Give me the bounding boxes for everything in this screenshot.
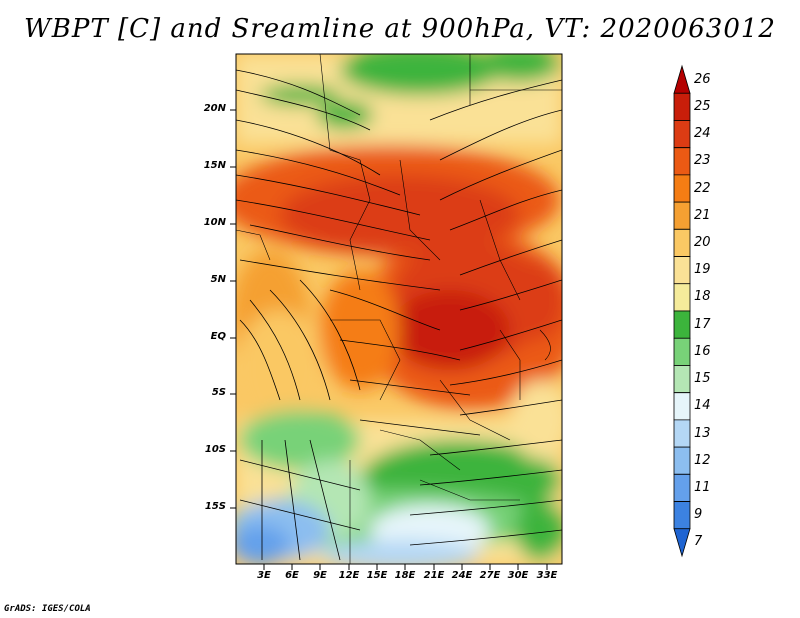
colorbar-label: 21 bbox=[694, 207, 711, 223]
colorbar-swatch bbox=[673, 337, 691, 366]
lon-label-12e: 12E bbox=[338, 570, 360, 581]
lon-label-33e: 33E bbox=[536, 570, 558, 581]
colorbar-swatch bbox=[673, 446, 691, 475]
plot-frame bbox=[235, 53, 563, 565]
colorbar-swatch bbox=[673, 528, 691, 558]
map-title: WBPT [C] and Sreamline at 900hPa, VT: 20… bbox=[24, 14, 776, 44]
lon-label-18e: 18E bbox=[394, 570, 416, 581]
lon-label-24e: 24E bbox=[451, 570, 473, 581]
colorbar-label: 13 bbox=[694, 425, 711, 441]
colorbar-label: 9 bbox=[694, 507, 703, 523]
colorbar-swatch bbox=[673, 201, 691, 230]
colorbar-swatch bbox=[673, 120, 691, 149]
colorbar-swatch bbox=[673, 310, 691, 339]
colorbar-swatch bbox=[673, 365, 691, 394]
streamlines bbox=[236, 69, 562, 561]
colorbar-label: 20 bbox=[694, 234, 711, 250]
lon-label-3e: 3E bbox=[257, 570, 271, 581]
colorbar-swatch bbox=[673, 174, 691, 203]
lon-label-6e: 6E bbox=[285, 570, 299, 581]
grads-credit: GrADS: IGES/COLA bbox=[4, 604, 91, 614]
colorbar-label: 22 bbox=[694, 180, 711, 196]
lat-label-10s: 10S bbox=[204, 444, 226, 455]
lat-label-5s: 5S bbox=[211, 387, 226, 398]
lon-label-21e: 21E bbox=[423, 570, 445, 581]
colorbar-swatch bbox=[673, 283, 691, 312]
colorbar-swatch bbox=[673, 419, 691, 448]
colorbar-swatch bbox=[673, 473, 691, 502]
lon-label-27e: 27E bbox=[479, 570, 501, 581]
lat-label-5n: 5N bbox=[210, 274, 226, 285]
colorbar-label: 14 bbox=[694, 398, 711, 414]
colorbar-swatch bbox=[673, 64, 691, 94]
colorbar-label: 26 bbox=[694, 71, 711, 87]
colorbar-label: 16 bbox=[694, 343, 711, 359]
colorbar-label: 25 bbox=[694, 98, 711, 114]
axis-ticks bbox=[230, 109, 548, 570]
colorbar-swatch bbox=[673, 92, 691, 121]
colorbar bbox=[673, 64, 691, 558]
colorbar-label: 24 bbox=[694, 126, 711, 142]
colorbar-swatch bbox=[673, 147, 691, 176]
colorbar-label: 18 bbox=[694, 289, 711, 305]
colorbar-swatch bbox=[673, 256, 691, 285]
country-borders bbox=[236, 54, 562, 564]
colorbar-label: 15 bbox=[694, 371, 711, 387]
lat-label-eq: EQ bbox=[210, 331, 226, 342]
lon-label-30e: 30E bbox=[507, 570, 529, 581]
lat-label-15s: 15S bbox=[204, 501, 226, 512]
wbpt-field bbox=[236, 54, 562, 564]
colorbar-label: 7 bbox=[694, 534, 703, 550]
lon-label-9e: 9E bbox=[313, 570, 327, 581]
colorbar-label: 12 bbox=[694, 452, 711, 468]
lat-label-20n: 20N bbox=[203, 103, 226, 114]
colorbar-label: 11 bbox=[694, 479, 711, 495]
lat-label-10n: 10N bbox=[203, 217, 226, 228]
lat-label-15n: 15N bbox=[203, 160, 226, 171]
colorbar-label: 23 bbox=[694, 153, 711, 169]
lon-label-15e: 15E bbox=[366, 570, 388, 581]
colorbar-swatch bbox=[673, 501, 691, 530]
colorbar-swatch bbox=[673, 392, 691, 421]
colorbar-label: 17 bbox=[694, 316, 711, 332]
colorbar-label: 19 bbox=[694, 262, 711, 278]
colorbar-swatch bbox=[673, 228, 691, 257]
